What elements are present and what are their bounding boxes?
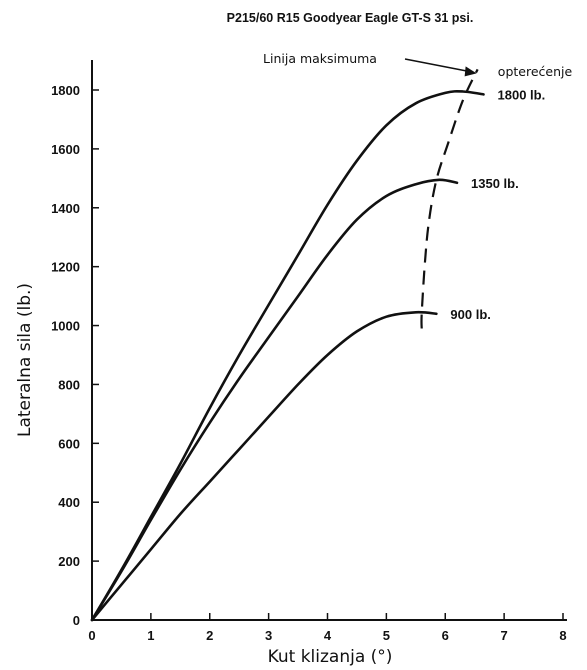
axis-ticks: 0 1 2 3 4 5 6 7 8 0 200 400 600 800 1000 1200 1400 1600 18… <box>51 83 567 643</box>
x-tick-label: 5 <box>383 628 390 643</box>
series-label: 1800 lb. <box>498 87 546 102</box>
y-tick-label: 1000 <box>51 319 80 334</box>
x-tick-label: 8 <box>559 628 566 643</box>
x-tick-label: 6 <box>442 628 449 643</box>
y-axis-title: Lateralna sila (lb.) <box>15 283 35 437</box>
y-tick-label: 800 <box>58 377 80 392</box>
y-tick-label: 1800 <box>51 83 80 98</box>
series-line <box>90 90 485 622</box>
y-tick-label: 1200 <box>51 260 80 275</box>
y-tick-label: 400 <box>58 495 80 510</box>
y-tick-label: 200 <box>58 554 80 569</box>
max-load-dashed-line <box>420 68 479 329</box>
annotation-arrowhead <box>464 66 477 77</box>
annotation-label: Linija maksimuma <box>263 51 377 66</box>
series-label: 900 lb. <box>450 307 490 322</box>
x-tick-label: 2 <box>206 628 213 643</box>
y-tick-label: 0 <box>73 613 80 628</box>
y-tick-label: 1600 <box>51 142 80 157</box>
series-line <box>90 310 438 622</box>
x-axis-title: Kut klizanja (°) <box>268 647 393 667</box>
series-label: 1350 lb. <box>471 176 519 191</box>
x-tick-label: 7 <box>501 628 508 643</box>
annotation-label: opterećenje <box>498 64 573 79</box>
x-tick-label: 0 <box>88 628 95 643</box>
series-line <box>90 178 459 622</box>
y-tick-label: 600 <box>58 436 80 451</box>
series-lines: 1800 lb. 1350 lb. 900 lb. <box>90 87 546 622</box>
annotation-arrow-line <box>404 58 469 73</box>
annotations: Linija maksimuma opterećenje <box>263 51 572 329</box>
x-tick-label: 4 <box>324 628 332 643</box>
chart-title: P215/60 R15 Goodyear Eagle GT-S 31 psi. <box>227 11 474 25</box>
x-tick-label: 3 <box>265 628 272 643</box>
x-tick-label: 1 <box>147 628 154 643</box>
y-tick-label: 1400 <box>51 201 80 216</box>
axes <box>91 60 567 621</box>
